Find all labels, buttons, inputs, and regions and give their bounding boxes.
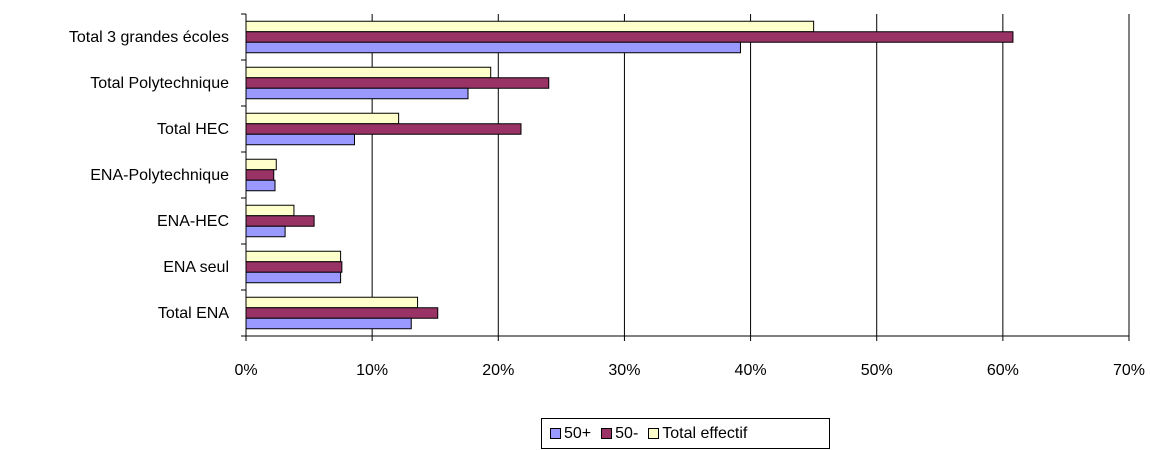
bar-50- — [245, 41, 741, 54]
axes — [241, 13, 1130, 341]
legend-item-series-2: 50- — [601, 425, 638, 443]
x-tick-label: 40% — [735, 362, 767, 379]
bars — [245, 20, 1014, 330]
bar-total-effectif — [245, 112, 400, 125]
bar-50- — [245, 123, 522, 135]
bar-50- — [245, 133, 355, 146]
x-tick-label: 60% — [987, 362, 1019, 379]
category-label: Total 3 grandes écoles — [69, 29, 229, 46]
bar-total-effectif — [245, 296, 419, 309]
category-label: Total Polytechnique — [90, 75, 229, 92]
category-label: ENA-Polytechnique — [90, 167, 229, 184]
category-label: Total HEC — [157, 121, 229, 138]
x-tick-label: 0% — [234, 362, 257, 379]
bar-total-effectif — [245, 66, 492, 79]
category-label: ENA seul — [163, 259, 229, 276]
bar-50- — [245, 271, 342, 284]
bar-total-effectif — [245, 20, 815, 33]
bar-total-effectif — [245, 158, 277, 171]
bar-total-effectif — [245, 250, 342, 263]
bar-50- — [245, 215, 315, 227]
legend-item-series-1: 50+ — [550, 425, 591, 443]
x-tick-label: 50% — [861, 362, 893, 379]
legend-swatch-series-2 — [601, 428, 613, 439]
legend-swatch-series-3 — [648, 428, 660, 439]
legend-item-series-3: Total effectif — [648, 425, 747, 443]
bar-50- — [245, 87, 469, 100]
bar-50- — [245, 77, 550, 89]
bar-50- — [245, 179, 276, 192]
legend-label-series-1: 50+ — [564, 424, 592, 442]
x-tick-label: 10% — [356, 362, 388, 379]
bar-50- — [245, 31, 1014, 43]
bar-50- — [245, 317, 412, 330]
legend-swatch-series-1 — [550, 428, 561, 439]
legend-label-series-2: 50- — [615, 424, 639, 442]
bar-50- — [245, 307, 439, 319]
bar-50- — [245, 261, 343, 273]
category-label: Total ENA — [158, 305, 229, 322]
x-tick-label: 30% — [608, 362, 640, 379]
bar-total-effectif — [245, 204, 295, 217]
labels: 0% 10% 20% 30% 40% 50% 60% 70% Total 3 grandes é… — [69, 29, 1145, 379]
bar-50- — [245, 169, 275, 181]
legend-label-series-3: Total effectif — [662, 424, 748, 442]
x-tick-label: 20% — [482, 362, 514, 379]
category-label: ENA-HEC — [157, 213, 229, 230]
x-tick-label: 70% — [1113, 362, 1145, 379]
gridlines — [371, 14, 1130, 336]
legend: 50+ 50- Total effectif — [541, 418, 830, 449]
bar-50- — [245, 225, 286, 238]
